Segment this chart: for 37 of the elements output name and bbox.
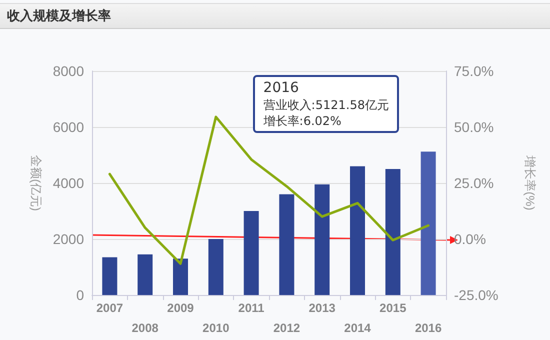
bar xyxy=(420,152,436,295)
y2-tick-label: 75.0% xyxy=(454,63,494,79)
bar xyxy=(208,239,224,295)
y-tick-label: 2000 xyxy=(52,231,84,247)
bar xyxy=(102,257,118,295)
bar xyxy=(385,169,400,295)
x-tick-label: 2008 xyxy=(132,321,159,335)
x-tick-label: 2010 xyxy=(202,321,230,335)
x-tick-label: 2009 xyxy=(167,301,194,315)
x-tick-label: 2014 xyxy=(344,321,372,335)
y2-tick-label: -25.0% xyxy=(454,287,498,303)
y2-axis-title: 增长率(%) xyxy=(523,154,537,210)
x-tick-label: 2007 xyxy=(96,301,124,315)
annotation: 2016 xyxy=(263,79,300,97)
x-tick-label: 2013 xyxy=(308,301,336,315)
y-axis-title: 金额(亿元) xyxy=(28,155,43,211)
x-tick-label: 2012 xyxy=(273,321,300,335)
y-tick-label: 4000 xyxy=(52,175,84,191)
y-tick-label: 6000 xyxy=(52,119,84,135)
chart-title: 收入规模及增长率 xyxy=(0,3,550,29)
bar xyxy=(244,211,259,295)
line-series xyxy=(108,116,430,265)
y2-tick-label: 0.0% xyxy=(454,231,486,247)
annotation: 营业收入:5121.58亿元 xyxy=(263,97,389,113)
x-tick-label: 2011 xyxy=(238,301,265,315)
x-tick-label: 2015 xyxy=(380,301,407,315)
bar xyxy=(350,166,365,295)
x-tick-label: 2016 xyxy=(414,321,442,335)
y2-tick-label: 50.0% xyxy=(454,119,494,135)
y2-tick-label: 25.0% xyxy=(454,175,494,191)
bar xyxy=(314,184,330,295)
annotation: 增长率:6.02% xyxy=(263,113,342,129)
y-tick-label: 0 xyxy=(76,287,84,303)
bar xyxy=(173,258,188,295)
bar xyxy=(279,194,294,295)
y-tick-label: 8000 xyxy=(52,63,84,79)
bar xyxy=(138,254,153,295)
